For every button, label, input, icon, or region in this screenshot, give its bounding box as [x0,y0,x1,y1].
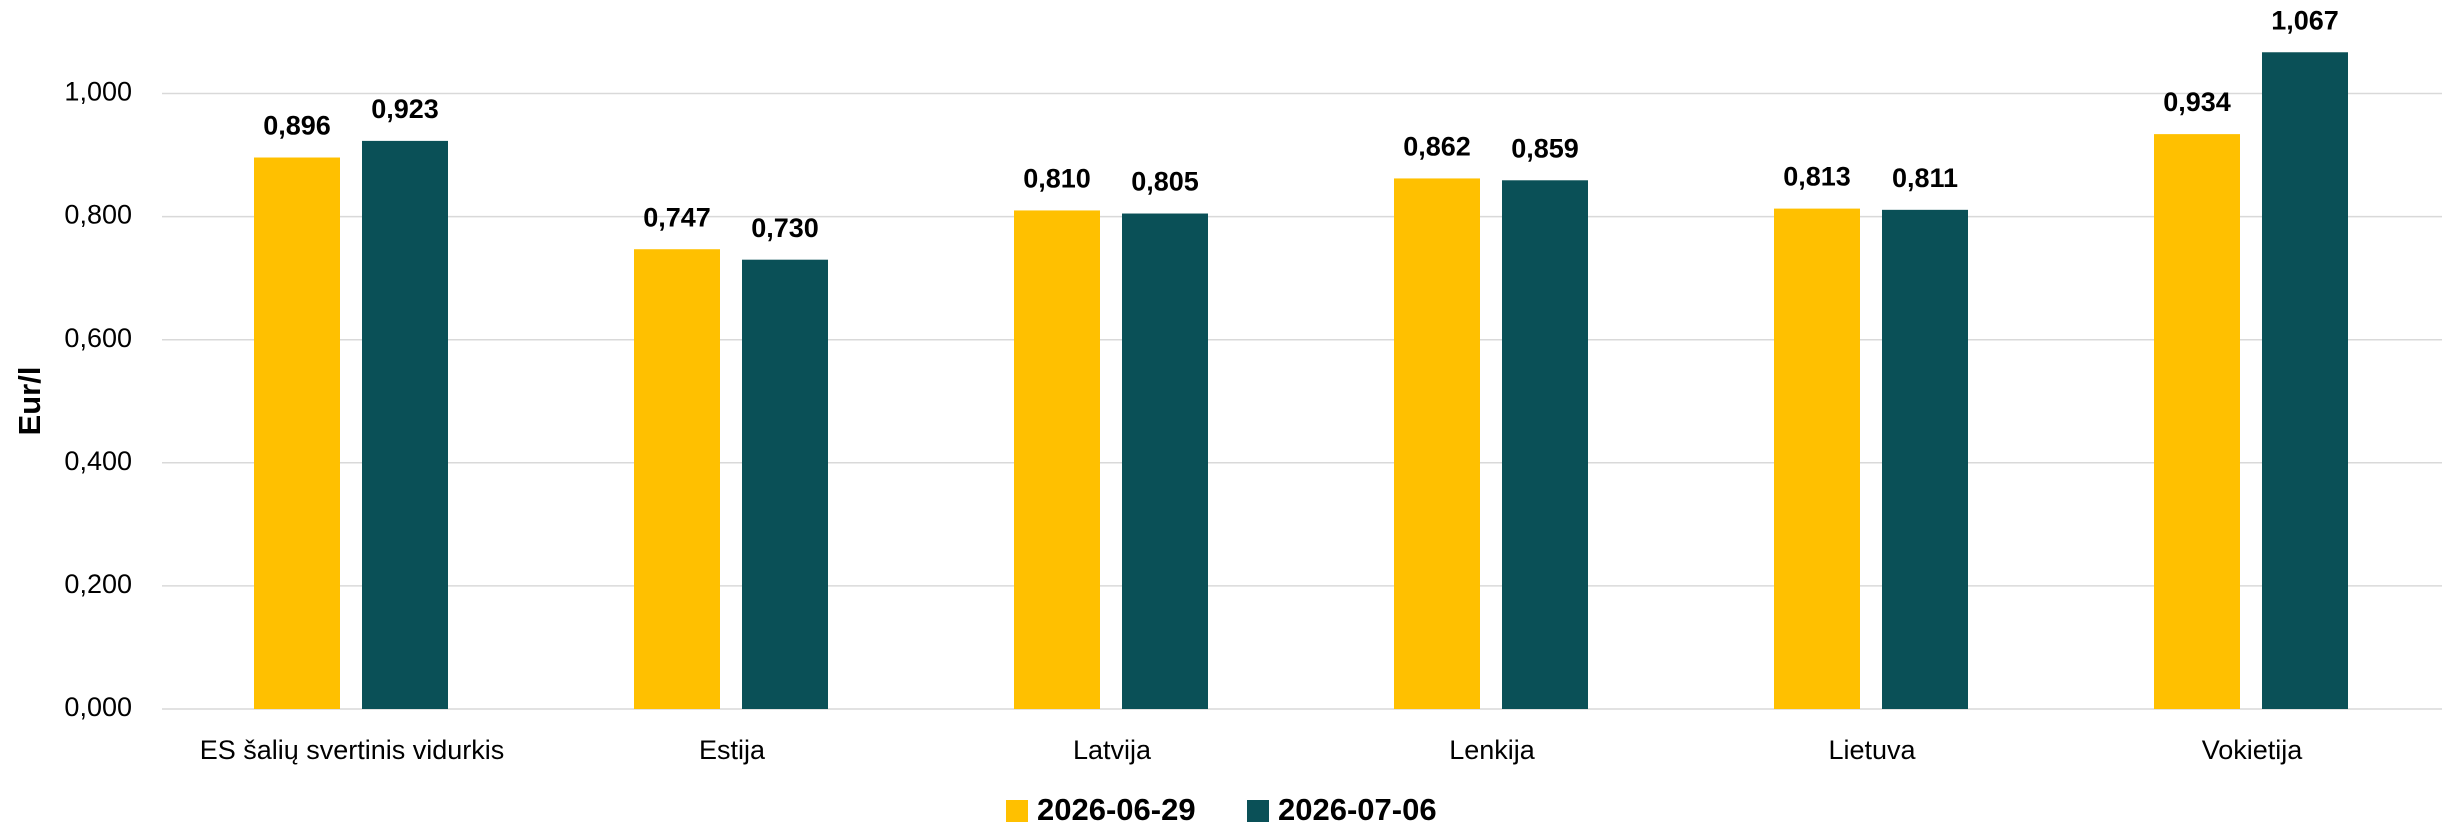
x-tick-label: ES šalių svertinis vidurkis [200,735,505,765]
legend-label: 2026-07-06 [1278,792,1437,827]
legend-swatch [1006,800,1028,822]
x-tick-label: Vokietija [2202,735,2304,765]
data-label: 1,067 [2271,5,2339,35]
data-label: 0,896 [263,111,331,141]
y-tick-label: 0,600 [64,323,132,353]
data-label: 0,730 [751,213,819,243]
y-tick-label: 0,000 [64,692,132,722]
bar [2154,134,2240,710]
data-label: 0,810 [1023,164,1091,194]
bar [1394,178,1480,710]
bar [634,249,720,709]
bar [1014,210,1100,709]
data-label: 0,805 [1131,167,1199,197]
y-axis-title: Eur/l [12,367,47,436]
x-tick-label: Latvija [1073,735,1152,765]
data-label: 0,859 [1511,133,1579,163]
data-label: 0,747 [643,202,711,232]
legend-label: 2026-06-29 [1037,792,1196,827]
bar [362,140,448,709]
y-tick-label: 0,800 [64,200,132,230]
y-tick-label: 0,200 [64,569,132,599]
bar [2262,52,2348,710]
x-tick-label: Estija [699,735,766,765]
data-label: 0,813 [1783,162,1851,192]
bar [742,259,828,709]
legend-swatch [1247,800,1269,822]
data-label: 0,934 [2163,87,2231,117]
y-tick-label: 0,400 [64,446,132,476]
x-tick-label: Lietuva [1828,735,1916,765]
bar [1882,209,1968,709]
bar [1122,213,1208,709]
data-label: 0,923 [371,94,439,124]
bar [1774,208,1860,709]
bar [254,157,340,710]
x-tick-label: Lenkija [1449,735,1536,765]
data-label: 0,862 [1403,132,1471,162]
y-tick-label: 1,000 [64,77,132,107]
bar [1502,180,1588,709]
data-label: 0,811 [1892,163,1958,193]
